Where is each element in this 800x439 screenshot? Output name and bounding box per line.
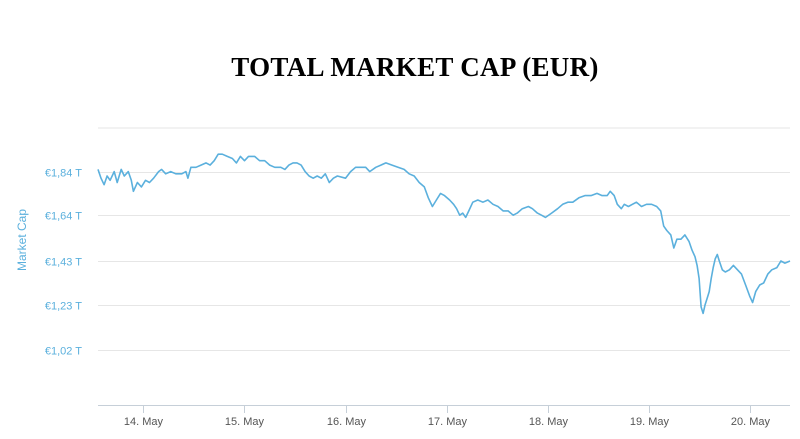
x-tick-label: 14. May: [124, 416, 164, 428]
x-tick-label: 17. May: [428, 416, 468, 428]
y-tick-label: €1,23 T: [45, 301, 82, 313]
x-tick-label: 15. May: [225, 416, 265, 428]
grid-lines: [98, 127, 790, 351]
y-tick-label: €1,02 T: [45, 346, 82, 358]
x-tick-label: 20. May: [731, 416, 771, 428]
y-tick-label: €1,64 T: [45, 211, 82, 223]
x-tick-label: 18. May: [529, 416, 569, 428]
y-tick-label: €1,43 T: [45, 257, 82, 269]
series-line: [97, 153, 791, 315]
y-tick-label: €1,84 T: [45, 168, 82, 180]
x-tick-label: 16. May: [327, 416, 367, 428]
y-axis-label: Market Cap: [15, 209, 29, 271]
y-axis-ticks: €1,84 T €1,64 T €1,43 T €1,23 T €1,02 T: [45, 168, 82, 358]
chart-title: TOTAL MARKET CAP (EUR): [231, 52, 599, 82]
x-axis-ticks: 14. May 15. May 16. May 17. May 18. May 19. M…: [124, 405, 771, 428]
x-tick-label: 19. May: [630, 416, 670, 428]
series-layer: [97, 153, 791, 315]
